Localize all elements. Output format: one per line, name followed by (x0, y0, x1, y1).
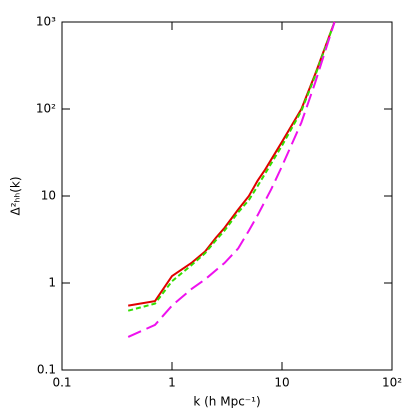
y-tick-label: 0.1 (37, 363, 56, 377)
y-tick-label: 10³ (36, 15, 56, 29)
series-line (127, 21, 336, 312)
x-tick-label: 10 (274, 376, 289, 390)
plot-frame (61, 21, 393, 371)
x-tick-label: 0.1 (52, 376, 71, 390)
x-axis-label: k (h Mpc⁻¹) (193, 395, 260, 409)
y-tick-label: 10 (41, 189, 56, 203)
y-axis-label: Δ²ₕₕ(k) (9, 176, 23, 215)
x-tick-label: 1 (168, 376, 176, 390)
y-tick-label: 1 (48, 276, 56, 290)
series-line (127, 21, 336, 338)
x-tick-label: 10² (382, 376, 402, 390)
series-line (128, 21, 336, 307)
y-tick-label: 10² (36, 102, 56, 116)
